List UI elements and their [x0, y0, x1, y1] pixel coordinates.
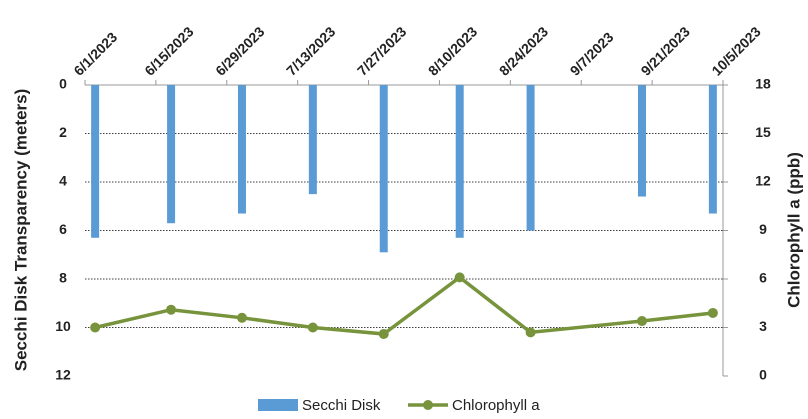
bar	[167, 85, 176, 224]
x-tick-label: 10/5/2023	[708, 23, 764, 79]
y-tick-label: 2	[59, 124, 67, 140]
x-tick-label: 9/21/2023	[638, 23, 694, 79]
marker	[707, 307, 718, 318]
x-tick-label: 8/10/2023	[425, 23, 481, 79]
legend-label: Secchi Disk	[302, 397, 381, 414]
marker	[378, 328, 389, 339]
y2-tick-label: 3	[759, 318, 767, 334]
y-tick-label: 4	[59, 173, 67, 189]
legend-marker	[423, 400, 433, 410]
line	[94, 275, 714, 336]
bar	[308, 85, 317, 195]
bar	[526, 85, 535, 231]
y-tick-label: 12	[55, 367, 71, 383]
x-tick-label: 6/15/2023	[141, 23, 197, 79]
y-tick-label: 8	[59, 270, 67, 286]
x-tick-label: 8/24/2023	[496, 23, 552, 79]
marker	[166, 304, 177, 315]
bar	[455, 85, 464, 238]
x-tick-label: 9/7/2023	[567, 29, 617, 79]
bar	[708, 85, 717, 214]
x-tick-label: 7/27/2023	[354, 23, 410, 79]
marker	[454, 272, 465, 283]
y2-tick-label: 0	[759, 367, 767, 383]
y-tick-label: 10	[55, 318, 71, 334]
bar	[91, 85, 100, 238]
x-tick-label: 7/13/2023	[283, 23, 339, 79]
y2-tick-label: 12	[755, 173, 771, 189]
y2-tick-label: 9	[759, 221, 767, 237]
y2-tick-label: 15	[755, 124, 771, 140]
marker	[307, 322, 318, 333]
y-tick-label: 0	[59, 76, 67, 92]
y2-tick-label: 18	[755, 76, 771, 92]
x-tick-label: 6/29/2023	[212, 23, 268, 79]
bar	[637, 85, 646, 197]
marker	[636, 316, 647, 327]
marker	[236, 312, 247, 323]
y2-axis-title: Chlorophyll a (ppb)	[784, 152, 803, 308]
marker	[90, 322, 101, 333]
legend-label: Chlorophyll a	[452, 397, 540, 414]
marker	[525, 327, 536, 338]
legend-swatch	[258, 399, 298, 411]
bar	[237, 85, 246, 214]
y-tick-label: 6	[59, 221, 67, 237]
y-axis-title: Secchi Disk Transparency (meters)	[11, 89, 30, 372]
x-tick-label: 6/1/2023	[70, 29, 120, 79]
bar	[379, 85, 388, 253]
y2-tick-label: 6	[759, 270, 767, 286]
